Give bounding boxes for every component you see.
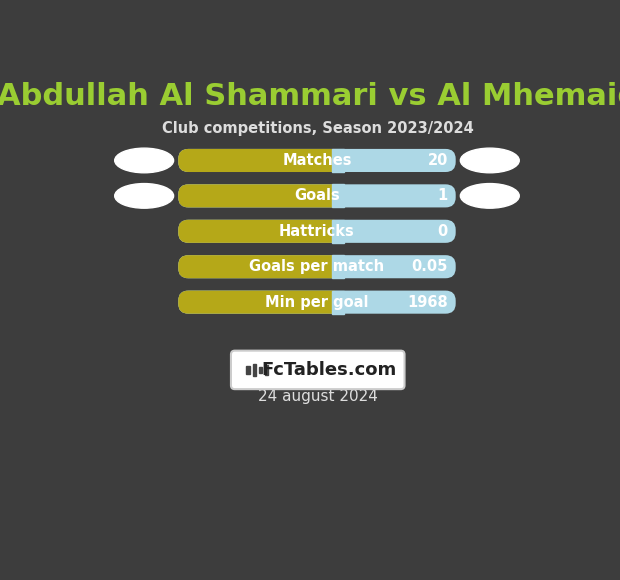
Ellipse shape xyxy=(460,183,520,208)
Ellipse shape xyxy=(115,148,174,173)
Bar xyxy=(259,367,262,373)
Text: Goals: Goals xyxy=(294,188,340,204)
FancyBboxPatch shape xyxy=(179,255,342,278)
Text: FcTables.com: FcTables.com xyxy=(261,361,396,379)
Text: 1968: 1968 xyxy=(407,295,448,310)
FancyBboxPatch shape xyxy=(179,291,456,314)
Ellipse shape xyxy=(460,148,520,173)
Text: 1: 1 xyxy=(438,188,448,204)
Text: Goals per match: Goals per match xyxy=(249,259,384,274)
Bar xyxy=(253,364,255,376)
FancyBboxPatch shape xyxy=(179,220,342,243)
Text: 0.05: 0.05 xyxy=(412,259,448,274)
FancyBboxPatch shape xyxy=(179,255,456,278)
Bar xyxy=(332,255,344,278)
FancyBboxPatch shape xyxy=(179,291,342,314)
Text: Min per goal: Min per goal xyxy=(265,295,369,310)
Text: Hattricks: Hattricks xyxy=(279,224,355,239)
Bar xyxy=(247,366,249,374)
FancyBboxPatch shape xyxy=(179,220,456,243)
Text: Matches: Matches xyxy=(282,153,352,168)
Bar xyxy=(265,364,268,375)
Text: 0: 0 xyxy=(438,224,448,239)
Bar xyxy=(332,149,344,172)
Text: Club competitions, Season 2023/2024: Club competitions, Season 2023/2024 xyxy=(162,121,474,136)
Bar xyxy=(332,220,344,243)
FancyBboxPatch shape xyxy=(179,149,342,172)
FancyBboxPatch shape xyxy=(179,149,456,172)
Bar xyxy=(332,291,344,314)
Text: 24 august 2024: 24 august 2024 xyxy=(258,389,378,404)
FancyBboxPatch shape xyxy=(179,184,342,208)
Text: Abdullah Al Shammari vs Al Mhemaid: Abdullah Al Shammari vs Al Mhemaid xyxy=(0,82,620,111)
Ellipse shape xyxy=(115,183,174,208)
FancyBboxPatch shape xyxy=(231,351,404,389)
FancyBboxPatch shape xyxy=(179,184,456,208)
Text: 20: 20 xyxy=(428,153,448,168)
Bar xyxy=(332,184,344,208)
